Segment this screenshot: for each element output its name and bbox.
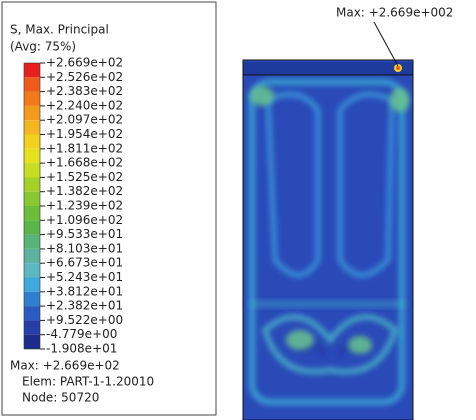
legend-subtitle: (Avg: 75%) [10, 40, 76, 54]
color-band [24, 220, 40, 234]
level-label: +1.239e+02 [46, 199, 123, 213]
level-label: +2.097e+02 [46, 113, 123, 127]
color-band [24, 63, 40, 77]
level-label: -4.779e+00 [46, 327, 117, 341]
level-label: -1.908e+01 [46, 342, 117, 356]
level-label: +2.526e+02 [46, 70, 123, 84]
footer-elem: Elem: PART-1-1.20010 [22, 375, 154, 389]
level-label: +3.812e+01 [46, 284, 123, 298]
legend-title: S, Max. Principal [10, 23, 109, 37]
color-band [24, 278, 40, 292]
color-band [24, 306, 40, 320]
level-label: +9.522e+00 [46, 313, 123, 327]
level-label: +1.954e+02 [46, 127, 123, 141]
footer-node: Node: 50720 [22, 391, 99, 405]
color-band [24, 135, 40, 149]
level-label: +8.103e+01 [46, 241, 123, 255]
color-band [24, 120, 40, 134]
level-label: +2.669e+02 [46, 56, 123, 70]
level-label: +1.382e+02 [46, 184, 123, 198]
color-band [24, 177, 40, 191]
level-label: +5.243e+01 [46, 270, 123, 284]
color-band [24, 263, 40, 277]
max-annotation: Max: +2.669e+002 [336, 6, 453, 20]
color-band [24, 77, 40, 91]
color-band [24, 149, 40, 163]
color-band [24, 106, 40, 120]
color-band [24, 292, 40, 306]
level-label: +1.811e+02 [46, 141, 123, 155]
color-band [24, 192, 40, 206]
color-band [24, 249, 40, 263]
footer-max: Max: +2.669e+02 [10, 359, 120, 373]
viewport: S, Max. Principal (Avg: 75%) +2.669e+02+… [0, 0, 476, 420]
level-label: +2.240e+02 [46, 98, 123, 112]
color-band [24, 163, 40, 177]
level-label: +1.668e+02 [46, 156, 123, 170]
color-band [24, 206, 40, 220]
color-band [24, 92, 40, 106]
contour-plot [243, 60, 413, 420]
level-label: +1.096e+02 [46, 213, 123, 227]
leader-line [374, 22, 398, 66]
level-label: +1.525e+02 [46, 170, 123, 184]
color-bar: +2.669e+02+2.526e+02+2.383e+02+2.240e+02… [24, 56, 123, 356]
level-label: +9.533e+01 [46, 227, 123, 241]
level-label: +6.673e+01 [46, 256, 123, 270]
color-band [24, 235, 40, 249]
color-band [24, 335, 40, 349]
color-band [24, 320, 40, 334]
level-label: +2.382e+01 [46, 299, 123, 313]
level-label: +2.383e+02 [46, 84, 123, 98]
